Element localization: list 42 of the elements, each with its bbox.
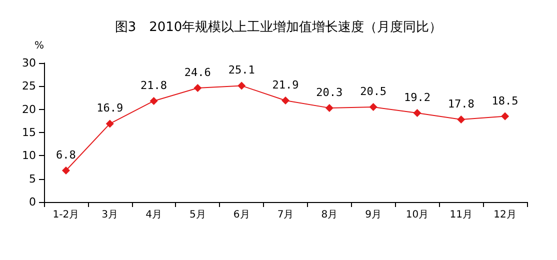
point bbox=[238, 82, 246, 90]
point bbox=[62, 166, 70, 174]
y-tick-label: 30 bbox=[22, 56, 36, 70]
y-tick-label: 25 bbox=[22, 80, 36, 93]
x-tick-label: 11月 bbox=[450, 210, 473, 220]
x-tick-label: 10月 bbox=[406, 210, 429, 220]
y-tick-label: 5 bbox=[29, 172, 36, 186]
x-tick-label: 3月 bbox=[102, 210, 118, 220]
x-tick-label: 8月 bbox=[321, 210, 338, 220]
data-label: 18.5 bbox=[492, 94, 518, 108]
data-label: 21.9 bbox=[272, 78, 299, 92]
y-tick-label: 0 bbox=[29, 196, 36, 208]
y-tick-label: 15 bbox=[22, 126, 36, 139]
point bbox=[194, 84, 202, 92]
x-tick-label: 6月 bbox=[233, 210, 250, 220]
data-label: 19.2 bbox=[404, 91, 430, 104]
point bbox=[369, 103, 378, 112]
point bbox=[413, 109, 422, 118]
y-tick-label: 10 bbox=[22, 149, 36, 162]
point bbox=[150, 96, 158, 105]
x-tick-label: 5月 bbox=[189, 210, 206, 220]
point bbox=[501, 112, 510, 120]
data-label: 25.1 bbox=[228, 64, 255, 77]
data-label: 16.9 bbox=[96, 102, 124, 115]
point bbox=[106, 120, 114, 128]
point bbox=[282, 96, 290, 105]
data-label: 17.8 bbox=[448, 98, 474, 111]
point bbox=[325, 104, 334, 112]
x-tick-label: 4月 bbox=[146, 210, 162, 220]
x-tick-label: 1-2月 bbox=[52, 210, 80, 220]
point bbox=[457, 116, 466, 124]
y-axis-title: % bbox=[34, 40, 44, 52]
data-label: 21.8 bbox=[140, 78, 168, 92]
x-tick-label: 12月 bbox=[494, 210, 516, 220]
data-label: 20.3 bbox=[316, 86, 343, 99]
data-label: 20.5 bbox=[360, 85, 387, 98]
x-tick-label: 7月 bbox=[277, 210, 294, 220]
y-tick-label: 20 bbox=[22, 102, 36, 116]
x-tick-label: 9月 bbox=[365, 210, 382, 220]
data-label: 6.8 bbox=[56, 148, 76, 162]
chart-title: 图3 2010年规模以上工业增加值增长速度（月度同比） bbox=[114, 19, 442, 35]
data-label: 24.6 bbox=[184, 66, 211, 80]
